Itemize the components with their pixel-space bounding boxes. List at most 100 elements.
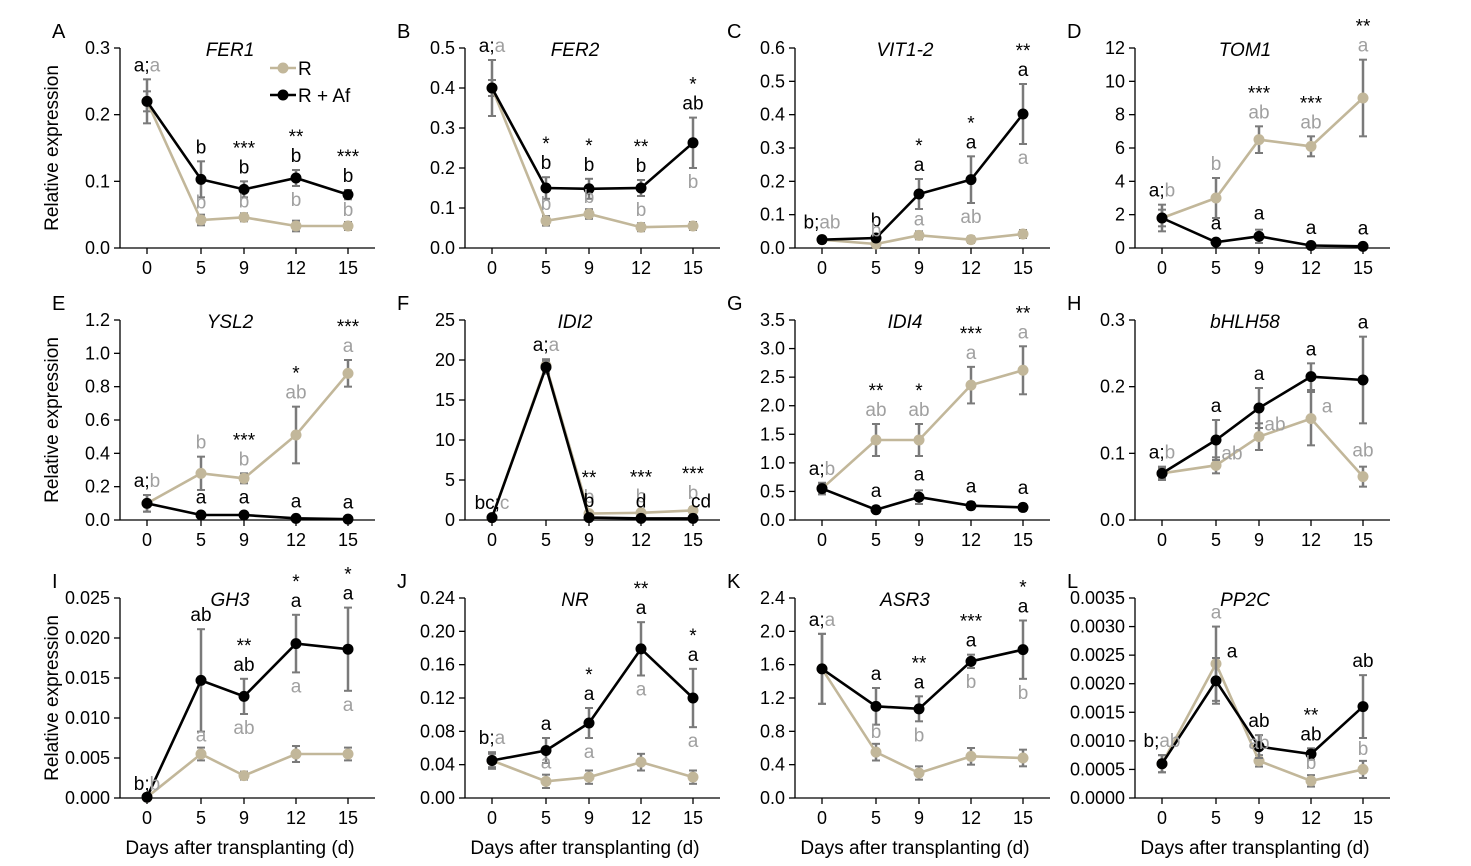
x-tick-label: 0 — [817, 808, 827, 828]
x-tick-label: 0 — [142, 258, 152, 278]
data-point — [1017, 501, 1029, 513]
series-R — [141, 359, 354, 513]
panel-title: FER1 — [206, 40, 255, 61]
significance-letter: a — [343, 492, 354, 513]
x-tick-label: 9 — [239, 530, 249, 550]
data-point — [195, 214, 207, 226]
panel-G: G IDI4 0.0 0.5 1.0 1.5 2.0 2.5 3.0 3.5 0 5 9 12 15 a;b a… — [727, 293, 1050, 550]
y-tick-label: 0.8 — [760, 721, 785, 741]
significance-letter: a — [966, 343, 977, 364]
y-tick-label: 0.1 — [85, 171, 110, 191]
y-tick-label: 0.2 — [85, 105, 110, 125]
data-point — [816, 483, 828, 495]
data-point — [1305, 140, 1317, 152]
y-tick-label: 1.6 — [760, 655, 785, 675]
significance-letter: a — [541, 753, 552, 774]
data-point — [870, 504, 882, 516]
data-point — [1017, 752, 1029, 764]
x-tick-label: 5 — [1211, 258, 1221, 278]
y-tick-label: 0 — [445, 510, 455, 530]
data-point — [486, 82, 498, 94]
panel-title: IDI4 — [888, 312, 923, 333]
series-R-Af — [816, 619, 1029, 726]
significance-label: b;a — [479, 728, 506, 749]
x-axis-label: Days after transplanting (d) — [1140, 838, 1369, 859]
significance-letter: ab — [233, 718, 254, 739]
data-point — [687, 137, 699, 149]
data-point — [816, 663, 828, 675]
data-point — [687, 504, 699, 516]
y-axis-label: Relative expression — [42, 65, 63, 231]
significance-stars: ** — [582, 468, 597, 489]
significance-letter: d — [636, 492, 647, 513]
y-axis-label: Relative expression — [42, 337, 63, 503]
x-tick-label: 12 — [631, 530, 651, 550]
y-tick-label: 3.5 — [760, 310, 785, 330]
significance-letter: ab — [1352, 651, 1373, 672]
significance-stars: ** — [1356, 17, 1371, 38]
significance-letter: a — [541, 714, 552, 735]
significance-letter: ab — [190, 605, 211, 626]
significance-letter: b — [239, 191, 250, 212]
y-tick-label: 0.0035 — [1070, 588, 1125, 608]
data-point — [290, 638, 302, 650]
x-tick-label: 5 — [871, 258, 881, 278]
significance-label: a;a — [809, 610, 836, 631]
significance-letter: a — [1254, 204, 1265, 225]
y-tick-label: 0.12 — [420, 688, 455, 708]
legend-marker — [277, 89, 289, 101]
significance-letter: b — [1018, 683, 1029, 704]
series-R-Af — [816, 481, 1029, 516]
data-point — [141, 791, 153, 803]
x-tick-label: 12 — [631, 808, 651, 828]
data-point — [1253, 402, 1265, 414]
significance-letter: a — [871, 664, 882, 685]
y-tick-label: 0.020 — [65, 628, 110, 648]
significance-letter: a — [914, 155, 925, 176]
data-point — [1305, 775, 1317, 787]
data-point — [965, 379, 977, 391]
y-tick-label: 10 — [435, 430, 455, 450]
y-tick-label: 0.20 — [420, 621, 455, 641]
data-point — [913, 767, 925, 779]
x-tick-label: 5 — [541, 258, 551, 278]
data-point — [870, 746, 882, 758]
data-point — [540, 775, 552, 787]
data-point — [540, 182, 552, 194]
data-point — [1357, 240, 1369, 252]
x-tick-label: 15 — [338, 808, 358, 828]
y-tick-label: 1.2 — [85, 310, 110, 330]
significance-letter: cd — [691, 492, 711, 513]
panel-letter: E — [52, 293, 65, 315]
significance-letter: b — [196, 137, 207, 158]
x-tick-label: 15 — [683, 258, 703, 278]
significance-letter: b — [636, 200, 647, 221]
significance-stars: *** — [1300, 93, 1323, 114]
x-tick-label: 0 — [487, 258, 497, 278]
significance-label: a;a — [533, 335, 560, 356]
x-tick-label: 0 — [1157, 530, 1167, 550]
significance-stars: *** — [630, 467, 653, 488]
x-tick-label: 5 — [871, 808, 881, 828]
data-point — [238, 690, 250, 702]
series-R — [1156, 391, 1369, 488]
x-tick-label: 5 — [1211, 530, 1221, 550]
x-tick-label: 12 — [961, 258, 981, 278]
y-tick-label: 0.8 — [85, 377, 110, 397]
x-tick-label: 15 — [1013, 808, 1033, 828]
y-tick-label: 0.015 — [65, 668, 110, 688]
x-tick-label: 9 — [1254, 258, 1264, 278]
series-R — [1156, 625, 1369, 788]
y-tick-label: 0.005 — [65, 748, 110, 768]
significance-stars: ** — [289, 127, 304, 148]
data-point — [290, 172, 302, 184]
panel-title: TOM1 — [1219, 40, 1271, 61]
data-point — [290, 512, 302, 524]
data-point — [195, 509, 207, 521]
significance-letter: ab — [908, 400, 929, 421]
data-point — [290, 748, 302, 760]
significance-letter: b — [291, 146, 302, 167]
significance-stars: *** — [233, 430, 256, 451]
significance-letter: a — [343, 584, 354, 605]
